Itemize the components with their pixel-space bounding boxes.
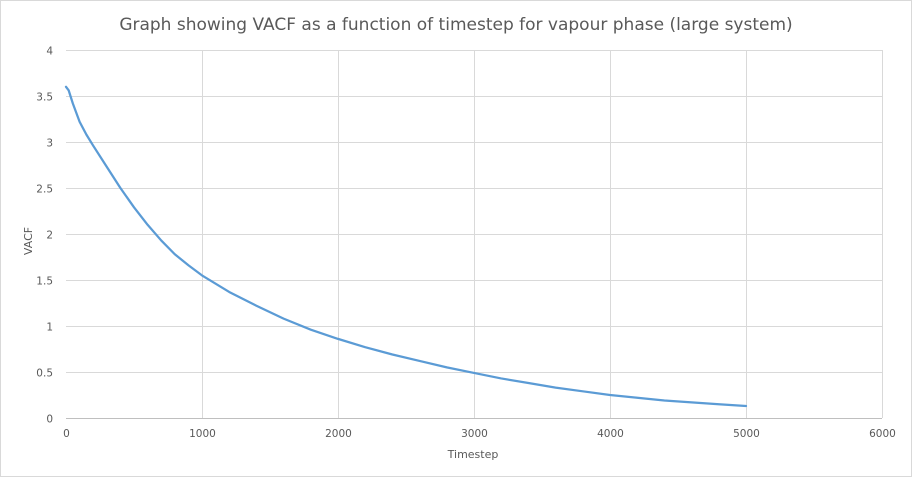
x-tick-label: 3000 <box>461 428 488 440</box>
y-axis-title: VACF <box>22 227 35 255</box>
y-tick-label: 0 <box>46 414 53 426</box>
y-tick-label: 3 <box>46 138 53 150</box>
y-tick-label: 3.5 <box>36 92 53 104</box>
y-tick-labels: 0 0.5 1 1.5 2 2.5 3 3.5 4 <box>36 46 53 426</box>
y-tick-label: 4 <box>46 46 53 58</box>
x-tick-label: 6000 <box>869 428 896 440</box>
y-tick-label: 2.5 <box>36 184 53 196</box>
series-line <box>64 85 748 408</box>
x-tick-label: 4000 <box>597 428 624 440</box>
x-tick-labels: 0 1000 2000 3000 4000 5000 6000 <box>63 428 896 440</box>
x-axis-title: Timestep <box>447 448 499 461</box>
y-tick-label: 1.5 <box>36 276 53 288</box>
x-gridlines <box>202 50 883 418</box>
y-tick-label: 0.5 <box>36 368 53 380</box>
chart-title: Graph showing VACF as a function of time… <box>119 15 792 35</box>
x-tick-label: 2000 <box>325 428 352 440</box>
series-group <box>64 85 748 408</box>
x-tick-label: 0 <box>63 428 70 440</box>
x-tick-label: 5000 <box>733 428 760 440</box>
y-tick-label: 2 <box>46 230 53 242</box>
y-tick-label: 1 <box>46 322 53 334</box>
x-tick-label: 1000 <box>189 428 216 440</box>
